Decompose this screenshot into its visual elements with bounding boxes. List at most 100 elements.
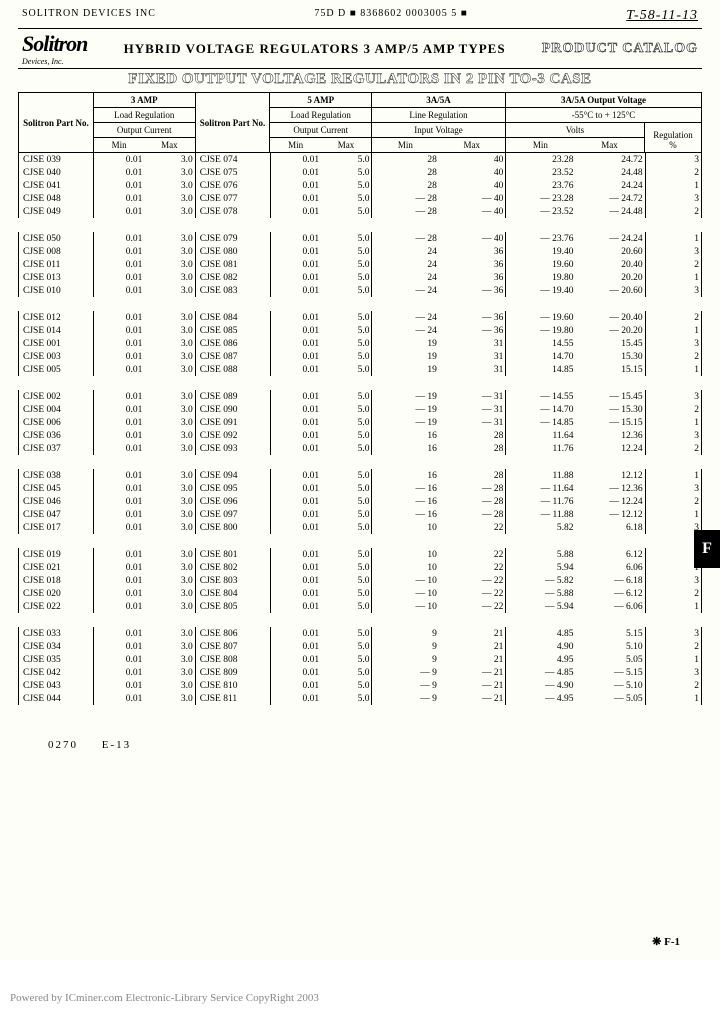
table-row: CJSE 0080.013.0CJSE 0800.015.0243619.402… [19,245,702,258]
col-out: 3A/5A Output Voltage [505,93,701,108]
table-cell: — 4.90 [506,679,576,692]
table-cell: 0.01 [93,245,144,258]
table-cell: 3 [645,574,701,587]
table-cell: 3.0 [144,442,195,455]
table-cell: — 10 [372,587,439,600]
table-cell: 5.0 [321,627,372,640]
table-row: CJSE 0110.013.0CJSE 0810.015.0243619.602… [19,258,702,271]
table-cell: 0.01 [93,271,144,284]
table-cell: — 6.18 [576,574,646,587]
table-cell: — 21 [439,692,506,705]
table-cell: 0.01 [270,469,321,482]
table-row: CJSE 0490.013.0CJSE 0780.015.0— 28— 40— … [19,205,702,218]
catalog-title: PRODUCT CATALOG [542,41,698,57]
table-cell: 5.0 [321,574,372,587]
table-cell: 3.0 [144,324,195,337]
table-cell: — 21 [439,666,506,679]
table-cell: 0.01 [93,324,144,337]
table-row: CJSE 0030.013.0CJSE 0870.015.0193114.701… [19,350,702,363]
brand-sub: Devices, Inc. [22,57,87,66]
table-cell: 5.0 [321,508,372,521]
table-cell: 15.45 [576,337,646,350]
table-cell: 0.01 [93,179,144,192]
table-cell: 19.60 [506,258,576,271]
table-cell: CJSE 081 [195,258,270,271]
table-row: CJSE 0430.013.0CJSE 8100.015.0— 9— 21— 4… [19,679,702,692]
table-cell: 0.01 [93,350,144,363]
table-cell: CJSE 010 [19,284,94,297]
table-cell: 0.01 [93,284,144,297]
table-cell: 6.12 [576,548,646,561]
table-cell: 3.0 [144,429,195,442]
table-cell: CJSE 807 [195,640,270,653]
table-row: CJSE 0010.013.0CJSE 0860.015.0193114.551… [19,337,702,350]
table-cell: 3 [645,627,701,640]
table-cell: 3.0 [144,390,195,403]
table-cell: 19 [372,337,439,350]
table-cell: CJSE 809 [195,666,270,679]
table-cell: — 4.95 [506,692,576,705]
table-cell: 0.01 [270,574,321,587]
table-cell: 3.0 [144,627,195,640]
h-omin: Min [505,138,575,153]
table-cell: 10 [372,561,439,574]
table-cell: — 20.40 [576,311,646,324]
table-row: CJSE 0050.013.0CJSE 0880.015.0193114.851… [19,363,702,376]
table-cell: CJSE 050 [19,232,94,245]
table-cell: 0.01 [270,390,321,403]
table-cell: 24 [372,258,439,271]
table-cell: 11.64 [506,429,576,442]
table-cell: 3.0 [144,574,195,587]
table-cell: — 21 [439,679,506,692]
table-cell: 5.0 [321,495,372,508]
table-cell: — 19.40 [506,284,576,297]
table-cell: 0.01 [93,666,144,679]
table-cell: 5.0 [321,561,372,574]
table-cell: 23.52 [506,166,576,179]
main-title: FIXED OUTPUT VOLTAGE REGULATORS IN 2 PIN… [18,69,702,92]
table-cell: — 20.60 [576,284,646,297]
table-cell: 5.0 [321,416,372,429]
table-cell: 5.0 [321,469,372,482]
table-cell: 0.01 [270,640,321,653]
table-cell: 3.0 [144,192,195,205]
table-row: CJSE 0350.013.0CJSE 8080.015.09214.955.0… [19,653,702,666]
table-cell: 20.20 [576,271,646,284]
regulator-table: Solitron Part No. 3 AMP Solitron Part No… [18,92,702,153]
table-cell: 0.01 [270,271,321,284]
table-cell: CJSE 094 [195,469,270,482]
col-part3: Solitron Part No. [19,93,94,153]
table-cell: 1 [645,416,701,429]
table-cell: 0.01 [93,429,144,442]
table-cell: 14.70 [506,350,576,363]
table-cell: 0.01 [93,258,144,271]
table-cell: — 15.45 [576,390,646,403]
table-row: CJSE 0060.013.0CJSE 0910.015.0— 19— 31— … [19,416,702,429]
table-cell: 3.0 [144,258,195,271]
handwritten-code: T-58-11-13 [626,8,698,24]
table-row: CJSE 0450.013.0CJSE 0950.015.0— 16— 28— … [19,482,702,495]
table-cell: 5.15 [576,627,646,640]
table-cell: 5.0 [321,679,372,692]
table-cell: 0.01 [93,653,144,666]
table-cell: 2 [645,258,701,271]
h-reg: Regulation% [645,123,702,153]
table-cell: 0.01 [270,205,321,218]
page-number: ❋ F-1 [652,935,680,948]
table-cell: CJSE 012 [19,311,94,324]
table-cell: 0.01 [270,600,321,613]
footer-left1: 0270 [48,739,78,751]
table-cell: 3.0 [144,679,195,692]
table-cell: 3.0 [144,271,195,284]
table-cell: — 5.94 [506,600,576,613]
table-cell: 2 [645,166,701,179]
table-cell: 5.0 [321,390,372,403]
table-cell: 3.0 [144,245,195,258]
table-cell: 5.0 [321,363,372,376]
table-cell: 5.0 [321,666,372,679]
table-cell: 3.0 [144,495,195,508]
table-cell: 3.0 [144,666,195,679]
table-cell: 5.0 [321,692,372,705]
table-cell: 3.0 [144,284,195,297]
table-cell: 3.0 [144,587,195,600]
